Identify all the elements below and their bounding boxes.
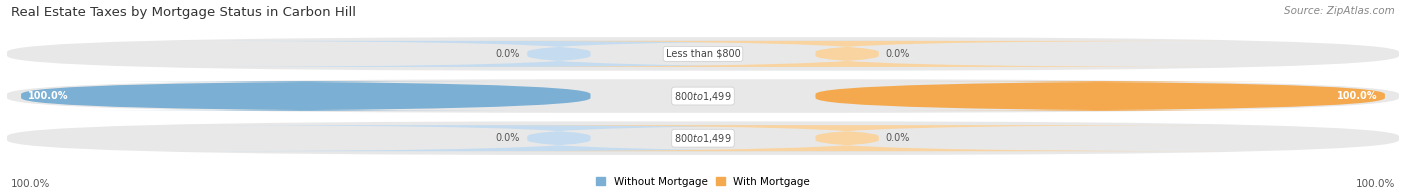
Text: 100.0%: 100.0% bbox=[1337, 91, 1378, 101]
Text: 100.0%: 100.0% bbox=[11, 179, 51, 189]
FancyBboxPatch shape bbox=[169, 41, 949, 67]
Text: Real Estate Taxes by Mortgage Status in Carbon Hill: Real Estate Taxes by Mortgage Status in … bbox=[11, 6, 356, 19]
Text: $800 to $1,499: $800 to $1,499 bbox=[675, 132, 731, 145]
Text: Source: ZipAtlas.com: Source: ZipAtlas.com bbox=[1284, 6, 1395, 16]
FancyBboxPatch shape bbox=[457, 125, 1237, 151]
Text: 0.0%: 0.0% bbox=[496, 49, 520, 59]
FancyBboxPatch shape bbox=[169, 125, 949, 151]
FancyBboxPatch shape bbox=[7, 121, 1399, 155]
FancyBboxPatch shape bbox=[7, 79, 1399, 113]
FancyBboxPatch shape bbox=[457, 41, 1237, 67]
Text: 100.0%: 100.0% bbox=[28, 91, 69, 101]
Text: $800 to $1,499: $800 to $1,499 bbox=[675, 90, 731, 103]
Text: 100.0%: 100.0% bbox=[1355, 179, 1395, 189]
Text: 0.0%: 0.0% bbox=[886, 49, 910, 59]
FancyBboxPatch shape bbox=[815, 81, 1385, 111]
FancyBboxPatch shape bbox=[7, 37, 1399, 71]
Text: Less than $800: Less than $800 bbox=[665, 49, 741, 59]
FancyBboxPatch shape bbox=[21, 81, 591, 111]
Legend: Without Mortgage, With Mortgage: Without Mortgage, With Mortgage bbox=[592, 172, 814, 191]
Text: 0.0%: 0.0% bbox=[496, 133, 520, 143]
Text: 0.0%: 0.0% bbox=[886, 133, 910, 143]
